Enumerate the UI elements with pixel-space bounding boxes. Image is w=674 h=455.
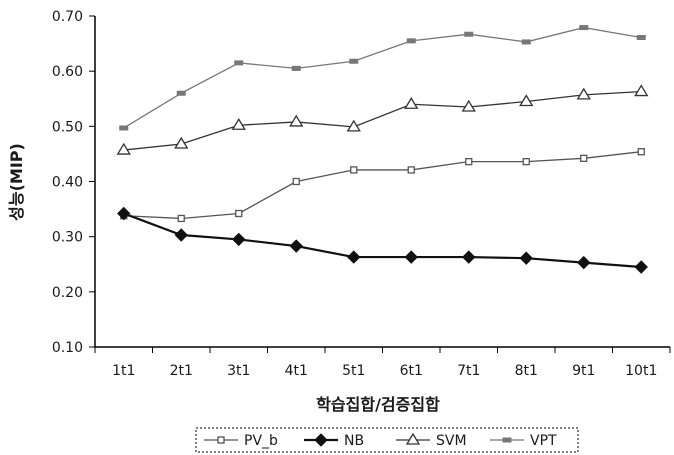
data-point (519, 251, 533, 265)
data-point (521, 39, 531, 45)
series-line (123, 212, 642, 269)
data-point (519, 94, 534, 107)
legend-label: PV_b (244, 433, 278, 449)
data-point (464, 31, 474, 37)
y-tick-label: 0.20 (52, 285, 83, 301)
data-point (174, 136, 189, 149)
data-point (232, 232, 246, 247)
x-tick-label: 5t1 (342, 363, 365, 379)
x-tick-label: 2t1 (170, 363, 193, 379)
x-axis-title: 학습집합/검증집합 (316, 395, 440, 414)
data-point (404, 250, 418, 264)
legend-item: NB (304, 433, 364, 449)
data-point (522, 157, 530, 166)
data-point (235, 209, 243, 218)
y-axis-title: 성능(MIP) (7, 143, 26, 221)
data-point (465, 157, 473, 166)
data-point (580, 154, 588, 162)
y-tick-label: 0.50 (52, 119, 83, 135)
series-layer (116, 25, 649, 274)
legend-label: VPT (530, 433, 557, 449)
data-point (407, 166, 415, 174)
series-line (123, 151, 642, 220)
data-point (579, 25, 589, 31)
x-tick-label: 10t1 (625, 363, 657, 379)
data-point (634, 260, 648, 274)
x-tick-label: 3t1 (227, 363, 250, 379)
data-point (406, 38, 416, 44)
data-point (177, 214, 185, 223)
data-point (462, 250, 476, 264)
series-nb (117, 206, 648, 274)
legend: PV_b NB SVM VPT (195, 427, 579, 453)
series-line (123, 90, 642, 151)
data-point (461, 99, 476, 112)
legend-item: VPT (490, 433, 557, 449)
data-point (234, 60, 244, 66)
legend-item: SVM (396, 432, 467, 449)
data-point (289, 114, 304, 127)
y-tick-label: 0.10 (52, 340, 83, 356)
x-tick-label: 7t1 (457, 363, 480, 379)
data-point (116, 142, 131, 155)
data-point (349, 58, 359, 64)
legend-marker (405, 432, 421, 445)
data-point (231, 117, 246, 130)
legend-item: PV_b (204, 433, 278, 449)
y-tick-label: 0.60 (52, 64, 83, 80)
data-point (636, 35, 646, 41)
legend-marker (314, 433, 328, 447)
data-point (404, 97, 419, 109)
data-point (176, 90, 186, 96)
series-svm (116, 84, 649, 155)
data-point (577, 255, 591, 270)
data-point (117, 206, 131, 221)
data-point (292, 177, 300, 186)
data-point (291, 65, 301, 71)
x-tick-label: 6t1 (400, 363, 423, 379)
series-vpt (119, 25, 646, 131)
data-point (576, 87, 591, 100)
x-tick-label: 9t1 (572, 363, 595, 379)
data-point (634, 84, 649, 97)
y-tick-label: 0.30 (52, 230, 83, 246)
series-line (123, 26, 642, 129)
legend-marker (502, 437, 512, 443)
x-tick-label: 8t1 (515, 363, 538, 379)
x-tick-label: 4t1 (285, 363, 308, 379)
y-tick-label: 0.70 (52, 9, 83, 25)
y-axis: 0.10 0.20 0.30 0.40 0.50 0.60 0.70 (52, 9, 96, 356)
series-pv-b (120, 148, 645, 223)
legend-marker (217, 436, 225, 444)
data-point (350, 166, 358, 174)
legend-label: NB (344, 433, 364, 449)
y-tick-label: 0.40 (52, 175, 83, 191)
data-point (119, 125, 129, 131)
data-point (346, 119, 361, 132)
data-point (637, 148, 645, 156)
data-point (347, 250, 361, 264)
data-point (174, 228, 188, 242)
legend-label: SVM (436, 433, 467, 449)
x-tick-label: 1t1 (112, 363, 135, 379)
data-point (289, 239, 303, 253)
x-axis: 1t1 2t1 3t1 4t1 5t1 6t1 7t1 8t1 9t1 10t1 (94, 346, 671, 379)
